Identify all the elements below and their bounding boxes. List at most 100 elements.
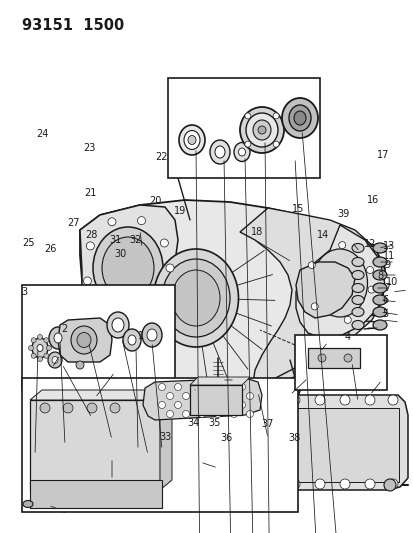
Polygon shape: [159, 390, 171, 490]
Circle shape: [158, 384, 165, 391]
Circle shape: [108, 218, 116, 226]
Ellipse shape: [214, 146, 224, 158]
Polygon shape: [295, 225, 384, 338]
Circle shape: [314, 395, 324, 405]
Ellipse shape: [351, 295, 363, 304]
Ellipse shape: [23, 500, 33, 507]
Ellipse shape: [351, 320, 363, 329]
Text: 27: 27: [67, 218, 80, 228]
Circle shape: [289, 395, 299, 405]
Text: 39: 39: [337, 209, 349, 219]
Bar: [30, 480, 161, 508]
Circle shape: [339, 395, 349, 405]
Circle shape: [246, 392, 253, 400]
Text: 19: 19: [173, 206, 186, 215]
Text: 31: 31: [109, 235, 122, 245]
Ellipse shape: [93, 227, 163, 309]
Circle shape: [38, 357, 43, 361]
Polygon shape: [80, 205, 178, 330]
Text: 8: 8: [377, 271, 383, 281]
Circle shape: [166, 392, 173, 400]
Circle shape: [383, 479, 395, 491]
Circle shape: [366, 266, 373, 273]
Circle shape: [338, 241, 345, 248]
Ellipse shape: [101, 305, 119, 315]
Ellipse shape: [54, 333, 62, 343]
Ellipse shape: [216, 379, 247, 397]
Bar: [30, 400, 159, 490]
Circle shape: [28, 345, 33, 351]
Ellipse shape: [52, 357, 58, 364]
Ellipse shape: [372, 243, 386, 253]
Circle shape: [222, 384, 229, 391]
Text: 15: 15: [291, 204, 304, 214]
Circle shape: [222, 401, 229, 408]
Circle shape: [273, 113, 278, 119]
Ellipse shape: [123, 329, 141, 351]
Ellipse shape: [112, 318, 124, 332]
Ellipse shape: [153, 249, 238, 347]
Text: 32: 32: [129, 235, 142, 245]
Ellipse shape: [102, 237, 154, 299]
Ellipse shape: [161, 259, 230, 337]
Circle shape: [308, 262, 314, 269]
Circle shape: [198, 392, 205, 400]
Ellipse shape: [257, 126, 266, 134]
Circle shape: [155, 297, 163, 305]
Polygon shape: [142, 378, 261, 420]
Ellipse shape: [372, 257, 386, 267]
Text: 28: 28: [85, 230, 97, 239]
Text: 22: 22: [155, 152, 167, 162]
Text: 25: 25: [22, 238, 34, 247]
Circle shape: [343, 354, 351, 362]
Ellipse shape: [147, 329, 157, 341]
Polygon shape: [30, 390, 171, 400]
Ellipse shape: [281, 98, 317, 138]
Bar: [294, 335, 386, 390]
Circle shape: [364, 395, 374, 405]
Circle shape: [206, 401, 213, 408]
Text: 35: 35: [208, 418, 220, 427]
Ellipse shape: [178, 125, 204, 155]
Bar: [307, 348, 359, 368]
Ellipse shape: [183, 131, 199, 149]
Circle shape: [190, 384, 197, 391]
Ellipse shape: [71, 326, 97, 354]
Circle shape: [44, 338, 49, 343]
Text: 93151  1500: 93151 1500: [22, 18, 124, 33]
Bar: [168, 78, 319, 178]
Circle shape: [214, 410, 221, 417]
Polygon shape: [295, 262, 354, 318]
Text: 12: 12: [363, 239, 376, 249]
Ellipse shape: [372, 270, 386, 280]
Text: 18: 18: [250, 227, 262, 237]
Ellipse shape: [240, 107, 283, 153]
Bar: [190, 385, 242, 415]
Text: 10: 10: [385, 278, 398, 287]
Circle shape: [129, 313, 137, 321]
Polygon shape: [240, 208, 384, 405]
Circle shape: [174, 401, 181, 408]
Circle shape: [314, 479, 324, 489]
Text: 30: 30: [114, 249, 126, 259]
Ellipse shape: [171, 270, 219, 326]
Circle shape: [158, 401, 165, 408]
Circle shape: [339, 479, 349, 489]
Ellipse shape: [351, 257, 363, 266]
Ellipse shape: [188, 135, 195, 144]
Circle shape: [264, 479, 274, 489]
Text: 7: 7: [383, 283, 389, 293]
Ellipse shape: [49, 327, 67, 349]
Circle shape: [174, 384, 181, 391]
Circle shape: [86, 242, 94, 250]
Text: 38: 38: [287, 433, 299, 443]
Ellipse shape: [77, 333, 91, 348]
Text: 34: 34: [187, 418, 199, 427]
Ellipse shape: [372, 320, 386, 330]
Circle shape: [273, 141, 278, 147]
Circle shape: [264, 395, 274, 405]
Text: 20: 20: [149, 197, 161, 206]
Ellipse shape: [312, 249, 367, 317]
Text: 21: 21: [84, 189, 96, 198]
Bar: [22, 285, 175, 390]
